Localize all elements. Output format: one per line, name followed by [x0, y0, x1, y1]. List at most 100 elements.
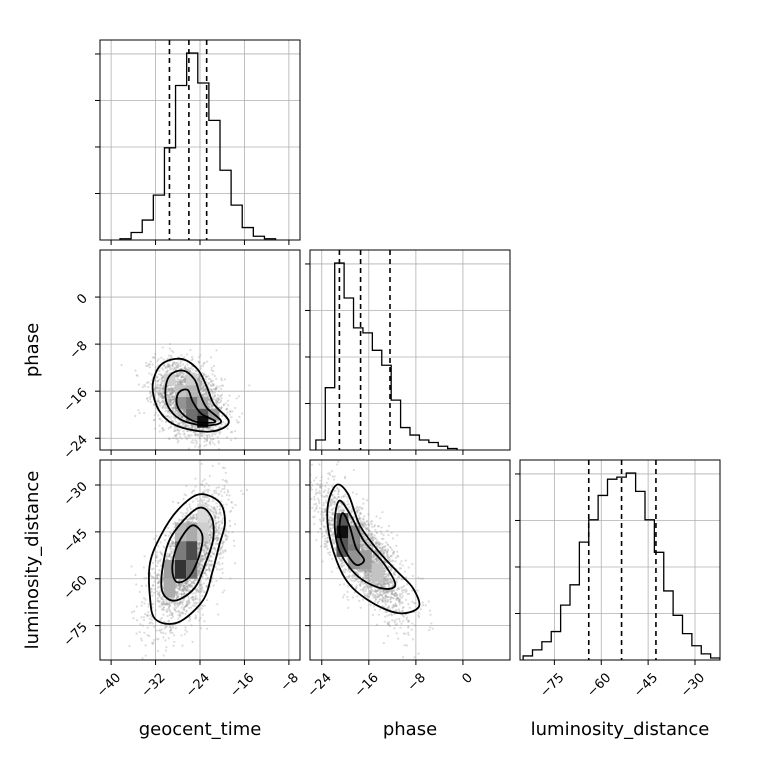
scatter-point	[203, 485, 206, 488]
scatter-point	[170, 356, 173, 359]
scatter-point	[184, 379, 187, 383]
scatter-point	[168, 625, 171, 629]
scatter-point	[207, 375, 210, 378]
scatter-point	[201, 483, 204, 487]
scatter-point	[159, 417, 162, 421]
scatter-point	[169, 387, 172, 390]
scatter-point	[172, 626, 175, 629]
scatter-point	[168, 531, 171, 534]
scatter-point	[183, 432, 186, 435]
scatter-point	[221, 542, 224, 545]
scatter-point	[150, 390, 153, 394]
scatter-point	[214, 515, 217, 518]
scatter-point	[211, 384, 214, 387]
scatter-point	[217, 493, 220, 496]
scatter-point	[164, 639, 167, 642]
scatter-point	[209, 526, 212, 529]
scatter-point	[176, 428, 180, 431]
scatter-point	[226, 491, 230, 494]
scatter-point	[211, 434, 214, 437]
scatter-point	[214, 388, 217, 391]
scatter-point	[203, 444, 206, 448]
scatter-point	[166, 362, 169, 365]
scatter-point	[161, 376, 164, 379]
scatter-point	[167, 393, 170, 397]
scatter-point	[174, 374, 178, 377]
scatter-point	[183, 592, 186, 595]
scatter-point	[178, 579, 181, 582]
scatter-point	[157, 399, 160, 402]
scatter-point	[197, 550, 200, 553]
scatter-point	[196, 571, 200, 575]
scatter-point	[212, 452, 214, 454]
scatter-point	[203, 385, 206, 388]
scatter-point	[158, 629, 161, 632]
scatter-point	[211, 404, 214, 407]
scatter-point	[179, 367, 183, 370]
scatter-point	[176, 364, 180, 367]
scatter-point	[199, 555, 202, 559]
scatter-point	[218, 426, 221, 429]
scatter-point	[169, 403, 173, 407]
scatter-point	[214, 549, 217, 552]
scatter-point	[201, 575, 204, 579]
scatter-point	[205, 427, 208, 430]
scatter-point	[180, 381, 183, 384]
scatter-point	[197, 379, 200, 383]
scatter-point	[226, 535, 229, 538]
scatter-point	[203, 551, 206, 554]
scatter-point	[173, 545, 176, 548]
scatter-point	[210, 536, 213, 539]
scatter-point	[234, 503, 237, 507]
scatter-point	[168, 357, 172, 360]
scatter-point	[177, 583, 181, 586]
panel-hist-0	[95, 39, 301, 245]
scatter-point	[169, 393, 172, 396]
scatter-point	[156, 599, 159, 602]
scatter-point	[191, 500, 195, 503]
scatter-point	[211, 373, 214, 376]
scatter-point	[215, 492, 218, 495]
scatter-point	[198, 377, 201, 380]
scatter-point	[188, 367, 192, 370]
scatter-point	[178, 429, 181, 432]
scatter-point	[177, 610, 180, 613]
corner-plot-layer: −75 −60 −45 −30−24−16−80−40 −32 −24 −16 −8−75−6…	[22, 39, 721, 740]
scatter-point	[149, 393, 153, 396]
scatter-point	[176, 409, 179, 412]
scatter-point	[144, 612, 147, 616]
scatter-point	[203, 496, 206, 499]
scatter-point	[161, 427, 164, 430]
scatter-point	[165, 393, 169, 396]
scatter-point	[209, 563, 212, 567]
scatter-point	[185, 423, 188, 427]
scatter-point	[181, 415, 184, 418]
scatter-point	[199, 384, 202, 387]
scatter-point	[174, 585, 177, 589]
scatter-point	[200, 586, 204, 589]
scatter-point	[212, 499, 215, 503]
scatter-point	[182, 586, 185, 589]
scatter-point	[169, 417, 173, 420]
scatter-point	[165, 603, 168, 606]
scatter-point	[192, 514, 195, 517]
scatter-point	[215, 539, 219, 542]
scatter-point	[207, 567, 211, 570]
scatter-point	[144, 598, 147, 601]
scatter-point	[156, 649, 159, 653]
scatter-point	[172, 403, 176, 407]
scatter-point	[148, 396, 152, 399]
scatter-point	[201, 389, 204, 393]
scatter-point	[141, 624, 144, 627]
scatter-point	[191, 597, 194, 601]
scatter-point	[173, 602, 176, 606]
scatter-point	[192, 581, 196, 584]
scatter-point	[185, 582, 188, 586]
scatter-point	[197, 381, 201, 385]
scatter-point	[210, 505, 213, 508]
scatter-point	[204, 545, 207, 548]
scatter-point	[202, 386, 205, 390]
panel-hist-1-content	[310, 250, 510, 450]
scatter-point	[204, 392, 207, 395]
scatter-point	[169, 368, 172, 371]
